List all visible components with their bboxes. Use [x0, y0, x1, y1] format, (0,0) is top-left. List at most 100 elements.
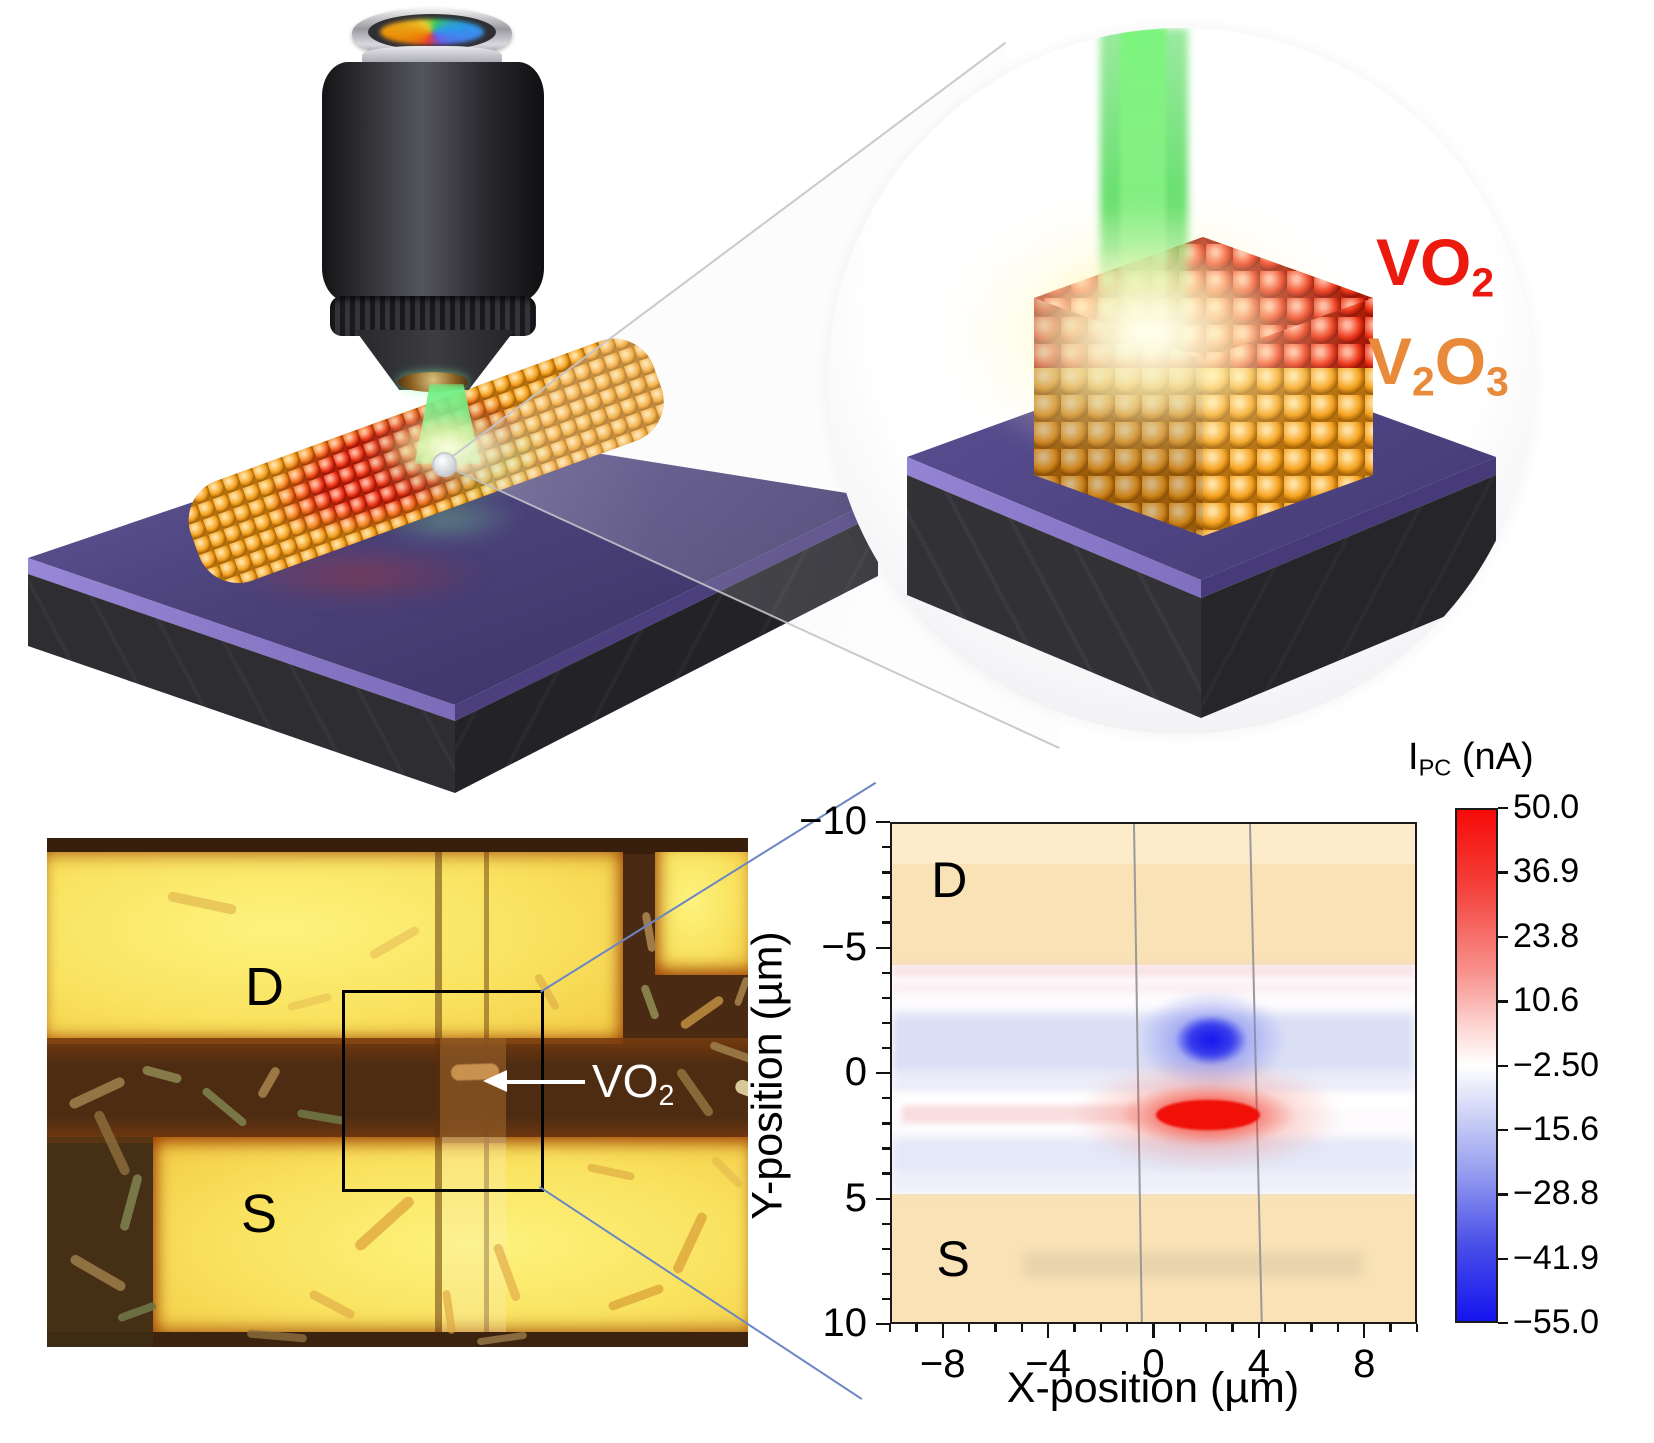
map-source-label: S	[936, 1230, 970, 1287]
micrograph-top-dark-strip	[47, 838, 748, 854]
x-minor-tick	[1284, 1324, 1287, 1332]
x-minor-tick	[967, 1324, 971, 1332]
y-major-tick	[876, 1197, 890, 1200]
nanowire-rod	[166, 890, 238, 916]
colorbar-title-unit: (nA)	[1451, 736, 1534, 778]
y-minor-tick	[882, 1222, 890, 1225]
nanowire-rod	[141, 1064, 183, 1085]
colorbar-tick-label: −28.8	[1513, 1174, 1600, 1213]
pale-scan-band-source	[442, 1137, 506, 1332]
zoom-inset-circle: VO2 V2O3	[828, 28, 1534, 734]
nanowire-rod	[67, 1075, 127, 1111]
y-minor-tick	[882, 1046, 890, 1050]
x-tick-label: 4	[1247, 1342, 1271, 1386]
x-minor-tick	[1099, 1324, 1102, 1332]
negative-lobe-core	[1174, 1014, 1247, 1065]
nanowire-rod	[671, 1210, 709, 1276]
y-tick-label: 5	[844, 1175, 867, 1220]
x-minor-tick	[1389, 1324, 1392, 1332]
map-bottom-smudge	[1022, 1252, 1363, 1278]
x-major-tick	[941, 1324, 944, 1338]
x-minor-tick	[1310, 1324, 1313, 1332]
y-tick-label: 10	[822, 1301, 868, 1345]
x-axis-label: X-position (µm)	[1006, 1364, 1300, 1412]
inset-v2o3-p2: O	[1434, 324, 1487, 398]
colorbar-tick-label: −2.50	[1513, 1045, 1600, 1084]
x-minor-tick	[994, 1324, 997, 1332]
nanowire-rod	[352, 1194, 417, 1253]
map-streak-blue2b	[892, 1172, 1415, 1193]
electrode-gap-band	[47, 1038, 748, 1143]
drain-electrode-region	[47, 852, 623, 1044]
x-tick-label: −8	[919, 1342, 966, 1386]
micrograph-vo2-main: VO	[592, 1055, 659, 1107]
nanowire-rod	[607, 1283, 665, 1312]
x-minor-tick	[1336, 1324, 1340, 1332]
vo2-arrow-shaft	[505, 1080, 585, 1084]
colorbar-tick-label: −15.6	[1513, 1109, 1600, 1148]
x-minor-tick	[1125, 1324, 1129, 1332]
nanowire-rod	[119, 1173, 143, 1232]
y-minor-tick	[882, 921, 890, 924]
colorbar	[1455, 808, 1498, 1323]
electrode-band-top-highlight	[892, 824, 1415, 864]
focal-point-marker	[432, 452, 457, 477]
nanowire-rod	[246, 1329, 308, 1343]
inset-v2o3-label: V2O3	[1368, 323, 1509, 405]
nanowire-rod	[92, 1109, 132, 1177]
nanowire-rod	[708, 1040, 748, 1064]
colorbar-tick	[1498, 1257, 1508, 1261]
micrograph-drain-label: D	[245, 957, 284, 1017]
y-minor-tick	[882, 1122, 890, 1125]
inset-v2o3-s1: 2	[1412, 358, 1435, 405]
y-minor-tick	[882, 1247, 890, 1251]
x-minor-tick	[1073, 1324, 1076, 1332]
colorbar-tick-label: −55.0	[1513, 1303, 1600, 1341]
inset-v2o3-p1: V	[1368, 324, 1413, 398]
x-major-tick	[1152, 1324, 1155, 1338]
inset-impact-glow-core	[1020, 243, 1280, 423]
y-minor-tick	[882, 1097, 890, 1100]
scan-line-left	[435, 852, 442, 1332]
colorbar-tick-label: 50.0	[1513, 788, 1580, 826]
x-tick-label: 8	[1353, 1342, 1376, 1386]
nanowire-rod	[640, 983, 660, 1021]
colorbar-title-main: I	[1408, 736, 1419, 778]
nanowire-rod	[641, 911, 657, 953]
y-major-tick	[876, 946, 890, 949]
objective-knurled-ring	[330, 296, 536, 336]
y-tick-label: 0	[844, 1050, 867, 1094]
x-minor-tick	[1205, 1324, 1208, 1332]
nanowire-rod	[200, 1086, 249, 1128]
map-streak-pink1	[892, 964, 1415, 977]
nanowire-rod	[441, 1289, 457, 1335]
nanowire-rod	[256, 1065, 282, 1100]
colorbar-tick	[1498, 1064, 1508, 1067]
y-tick-label: −5	[821, 924, 867, 969]
photocurrent-map: D S	[890, 822, 1417, 1324]
colorbar-title: IPC (nA)	[1408, 736, 1628, 782]
map-drain-label: D	[931, 852, 968, 909]
nanowire-rod	[286, 992, 333, 1012]
micrograph-vo2-sub: 2	[658, 1079, 675, 1112]
objective-body	[322, 62, 544, 302]
nanowire-rod	[675, 1066, 715, 1119]
inset-v2o3-s2: 3	[1486, 358, 1509, 405]
y-minor-tick	[882, 1147, 890, 1150]
x-major-tick	[1257, 1324, 1261, 1338]
nanowire-rod	[307, 1288, 357, 1321]
y-minor-tick	[882, 996, 890, 1000]
x-minor-tick	[888, 1324, 892, 1332]
colorbar-tick	[1498, 935, 1508, 939]
micrograph-panel: D S VO2	[47, 838, 748, 1347]
x-minor-tick	[915, 1324, 918, 1332]
colorbar-tick	[1498, 1128, 1508, 1132]
nanowire-rod	[68, 1253, 128, 1293]
nanowire-rod	[116, 1301, 158, 1323]
positive-lobe-core	[1156, 1100, 1261, 1131]
inset-vo2-label-main: VO	[1376, 225, 1472, 299]
nanowire-rod	[476, 1331, 528, 1346]
y-minor-tick	[882, 1297, 890, 1301]
y-minor-tick	[882, 871, 890, 874]
y-minor-tick	[882, 1021, 890, 1025]
